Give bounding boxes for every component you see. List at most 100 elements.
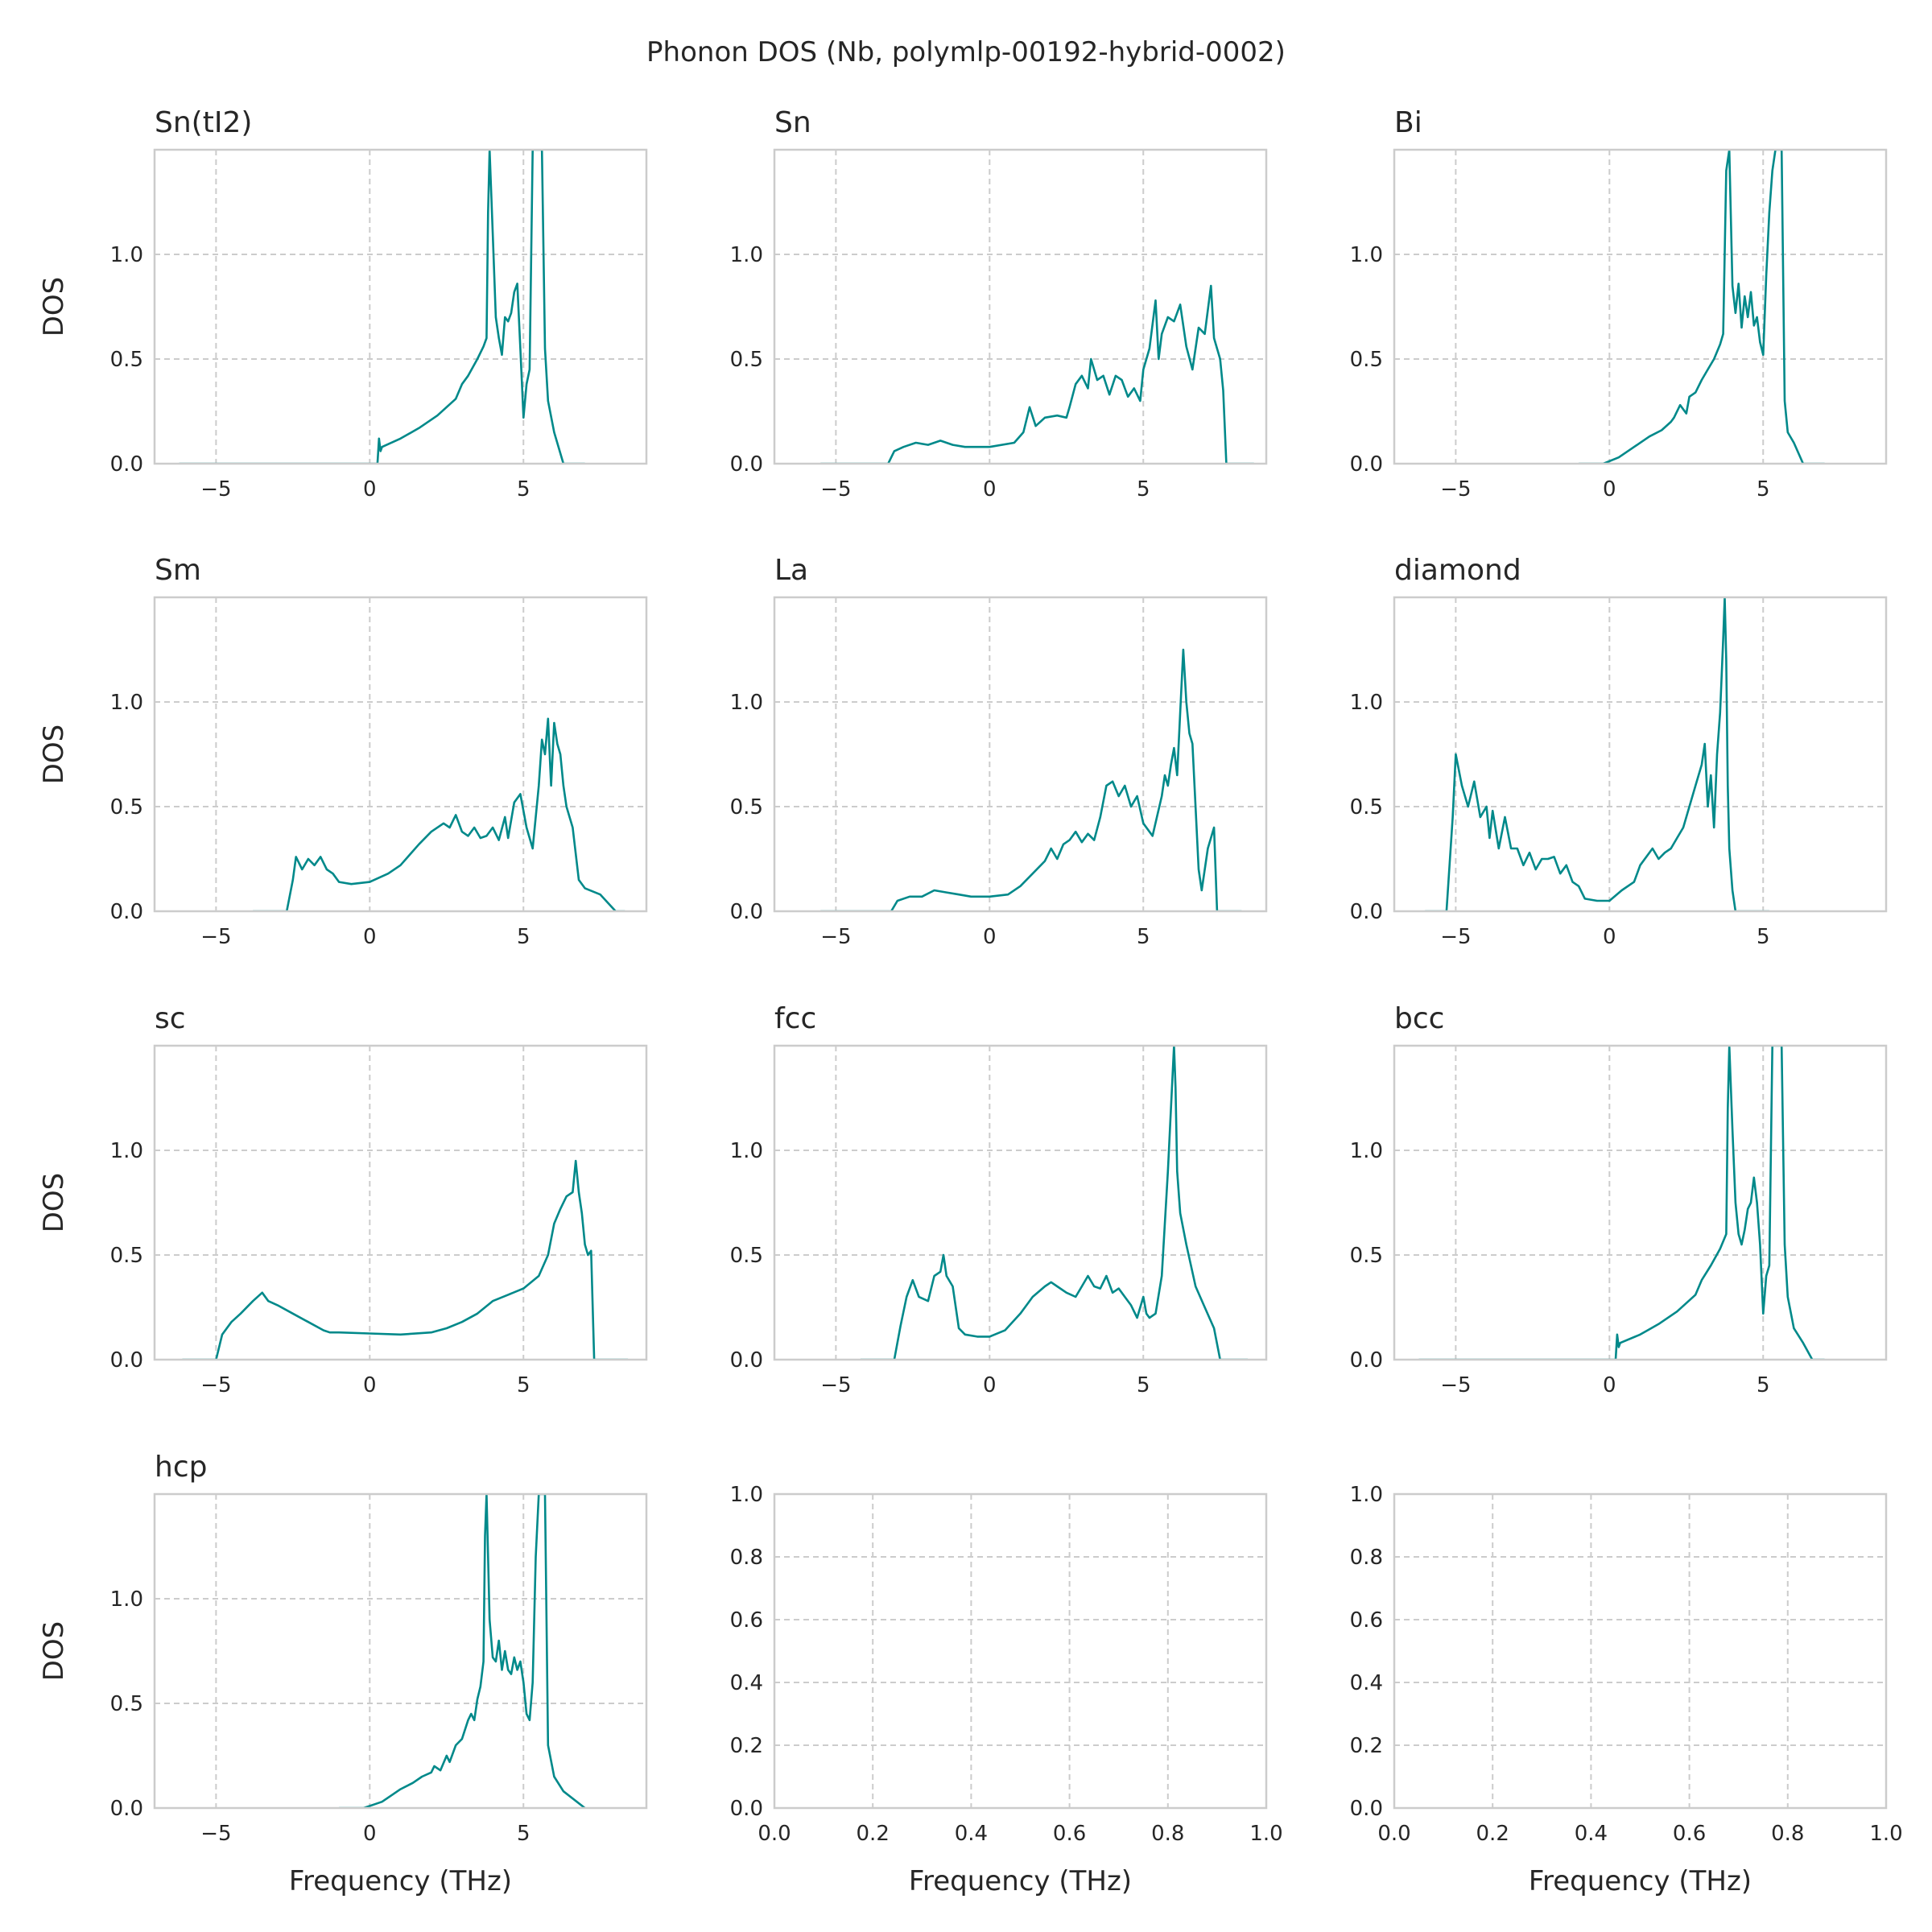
- axes-frame: [773, 1044, 1268, 1361]
- x-tick-label: 0.8: [1771, 1822, 1804, 1846]
- y-tick-label: 0.4: [730, 1671, 763, 1695]
- dos-line: [182, 1159, 629, 1360]
- panel-bcc: −5 0 5 0.0 0.5 1.0 bcc: [1350, 1002, 1888, 1397]
- y-tick-label: 0.8: [1350, 1546, 1383, 1570]
- x-tick-label: 1.0: [1249, 1822, 1282, 1846]
- x-tick-label: −5: [820, 1373, 851, 1397]
- y-tick-label: 0.2: [1350, 1734, 1383, 1758]
- dos-line: [1418, 1046, 1825, 1360]
- x-tick-label: 0.2: [1476, 1822, 1509, 1846]
- y-tick-label: 0.8: [730, 1546, 763, 1570]
- axes-frame: [153, 1044, 648, 1361]
- dos-line: [820, 284, 1254, 464]
- panel-bi: −5 0 5 0.0 0.5 1.0 Bi: [1350, 106, 1888, 502]
- y-tick-label: 0.0: [730, 900, 763, 924]
- axes-frame: [773, 596, 1268, 913]
- axes-frame: [153, 596, 648, 913]
- x-axis-label: Frequency (THz): [1529, 1865, 1752, 1897]
- axes-frame: [1393, 1044, 1888, 1361]
- panel-empty-11: 0.0 0.2 0.4 0.6 0.8 1.0 0.0 0.2 0.4 0.6 0.8 1.0 Freq…: [1350, 1483, 1903, 1897]
- x-tick-label: −5: [1440, 925, 1471, 949]
- y-tick-label: 0.5: [1350, 1244, 1383, 1268]
- dos-line: [1579, 150, 1825, 464]
- axes-frame: [773, 148, 1268, 465]
- y-tick-label: 0.6: [1350, 1608, 1383, 1633]
- x-axis-label: Frequency (THz): [909, 1865, 1132, 1897]
- x-tick-label: 0: [363, 1373, 377, 1397]
- x-tick-label: 5: [517, 477, 530, 502]
- y-tick-label: 0.6: [730, 1608, 763, 1633]
- y-tick-label: 0.5: [110, 1692, 143, 1716]
- panel-title: diamond: [1394, 554, 1521, 587]
- panel-fcc: −5 0 5 0.0 0.5 1.0 fcc: [730, 1002, 1268, 1397]
- dos-line: [820, 648, 1242, 911]
- y-axis-label: DOS: [38, 1173, 70, 1233]
- y-tick-label: 0.5: [110, 795, 143, 819]
- y-tick-label: 0.0: [110, 1797, 143, 1821]
- x-tick-label: 0: [983, 1373, 997, 1397]
- x-tick-label: −5: [1440, 477, 1471, 502]
- y-tick-label: 0.5: [1350, 795, 1383, 819]
- x-tick-label: −5: [200, 1822, 231, 1846]
- figure-title: Phonon DOS (Nb, polymlp-00192-hybrid-000…: [646, 36, 1286, 68]
- x-tick-label: −5: [200, 477, 231, 502]
- panel-title: Bi: [1394, 106, 1422, 139]
- y-tick-label: 1.0: [1350, 1139, 1383, 1163]
- y-tick-label: 1.0: [730, 1483, 763, 1507]
- x-tick-label: 0.4: [1575, 1822, 1608, 1846]
- axes-frame: [153, 148, 648, 465]
- panel-empty-10: 0.0 0.2 0.4 0.6 0.8 1.0 0.0 0.2 0.4 0.6 0.8 1.0 Freq…: [730, 1483, 1283, 1897]
- y-tick-label: 0.0: [110, 1348, 143, 1373]
- y-tick-label: 0.2: [730, 1734, 763, 1758]
- x-tick-label: 0.0: [758, 1822, 791, 1846]
- y-tick-label: 1.0: [110, 243, 143, 267]
- panel-hcp: −5 0 5 0.0 0.5 1.0 hcp DOS Frequency (THz): [38, 1451, 648, 1897]
- x-tick-label: 0: [1603, 1373, 1616, 1397]
- panel-title: fcc: [774, 1002, 816, 1035]
- x-tick-label: 0.8: [1151, 1822, 1184, 1846]
- dos-line: [860, 1046, 1249, 1360]
- x-tick-label: −5: [820, 477, 851, 502]
- x-tick-label: −5: [820, 925, 851, 949]
- y-tick-label: 0.0: [1350, 452, 1383, 477]
- x-tick-label: 5: [1757, 477, 1770, 502]
- panel-title: La: [774, 554, 808, 587]
- y-tick-label: 0.0: [1350, 1797, 1383, 1821]
- axes-frame: [1393, 596, 1888, 913]
- x-axis-label: Frequency (THz): [289, 1865, 512, 1897]
- y-tick-label: 0.5: [730, 348, 763, 372]
- y-tick-label: 0.0: [1350, 1348, 1383, 1373]
- x-tick-label: 1.0: [1869, 1822, 1902, 1846]
- y-tick-label: 0.4: [1350, 1671, 1383, 1695]
- x-tick-label: 0.6: [1673, 1822, 1706, 1846]
- dos-line: [1425, 597, 1769, 911]
- axes-frame: [1393, 148, 1888, 465]
- y-tick-label: 1.0: [730, 243, 763, 267]
- axes-frame: [153, 1492, 648, 1810]
- y-tick-label: 0.0: [110, 900, 143, 924]
- x-tick-label: 0: [983, 477, 997, 502]
- y-tick-label: 0.0: [730, 452, 763, 477]
- panel-la: −5 0 5 0.0 0.5 1.0 La: [730, 554, 1268, 949]
- panel-sm: −5 0 5 0.0 0.5 1.0 Sm DOS: [38, 554, 648, 949]
- y-tick-label: 0.5: [110, 1244, 143, 1268]
- x-tick-label: 5: [1757, 1373, 1770, 1397]
- y-tick-label: 0.0: [110, 452, 143, 477]
- y-tick-label: 0.0: [730, 1797, 763, 1821]
- x-tick-label: 5: [517, 1373, 530, 1397]
- x-tick-label: 5: [1137, 925, 1150, 949]
- y-tick-label: 1.0: [1350, 243, 1383, 267]
- x-tick-label: 0.4: [955, 1822, 988, 1846]
- x-tick-label: 5: [1757, 925, 1770, 949]
- y-tick-label: 1.0: [1350, 691, 1383, 715]
- y-tick-label: 1.0: [730, 691, 763, 715]
- panel-title: sc: [155, 1002, 186, 1035]
- y-axis-label: DOS: [38, 277, 70, 337]
- x-tick-label: 0.2: [857, 1822, 890, 1846]
- axes-frame: [1393, 1492, 1888, 1810]
- panel-sc: −5 0 5 0.0 0.5 1.0 sc DOS: [38, 1002, 648, 1397]
- y-tick-label: 1.0: [110, 691, 143, 715]
- x-tick-label: 5: [517, 925, 530, 949]
- panel-sn: −5 0 5 0.0 0.5 1.0 Sn: [730, 106, 1268, 502]
